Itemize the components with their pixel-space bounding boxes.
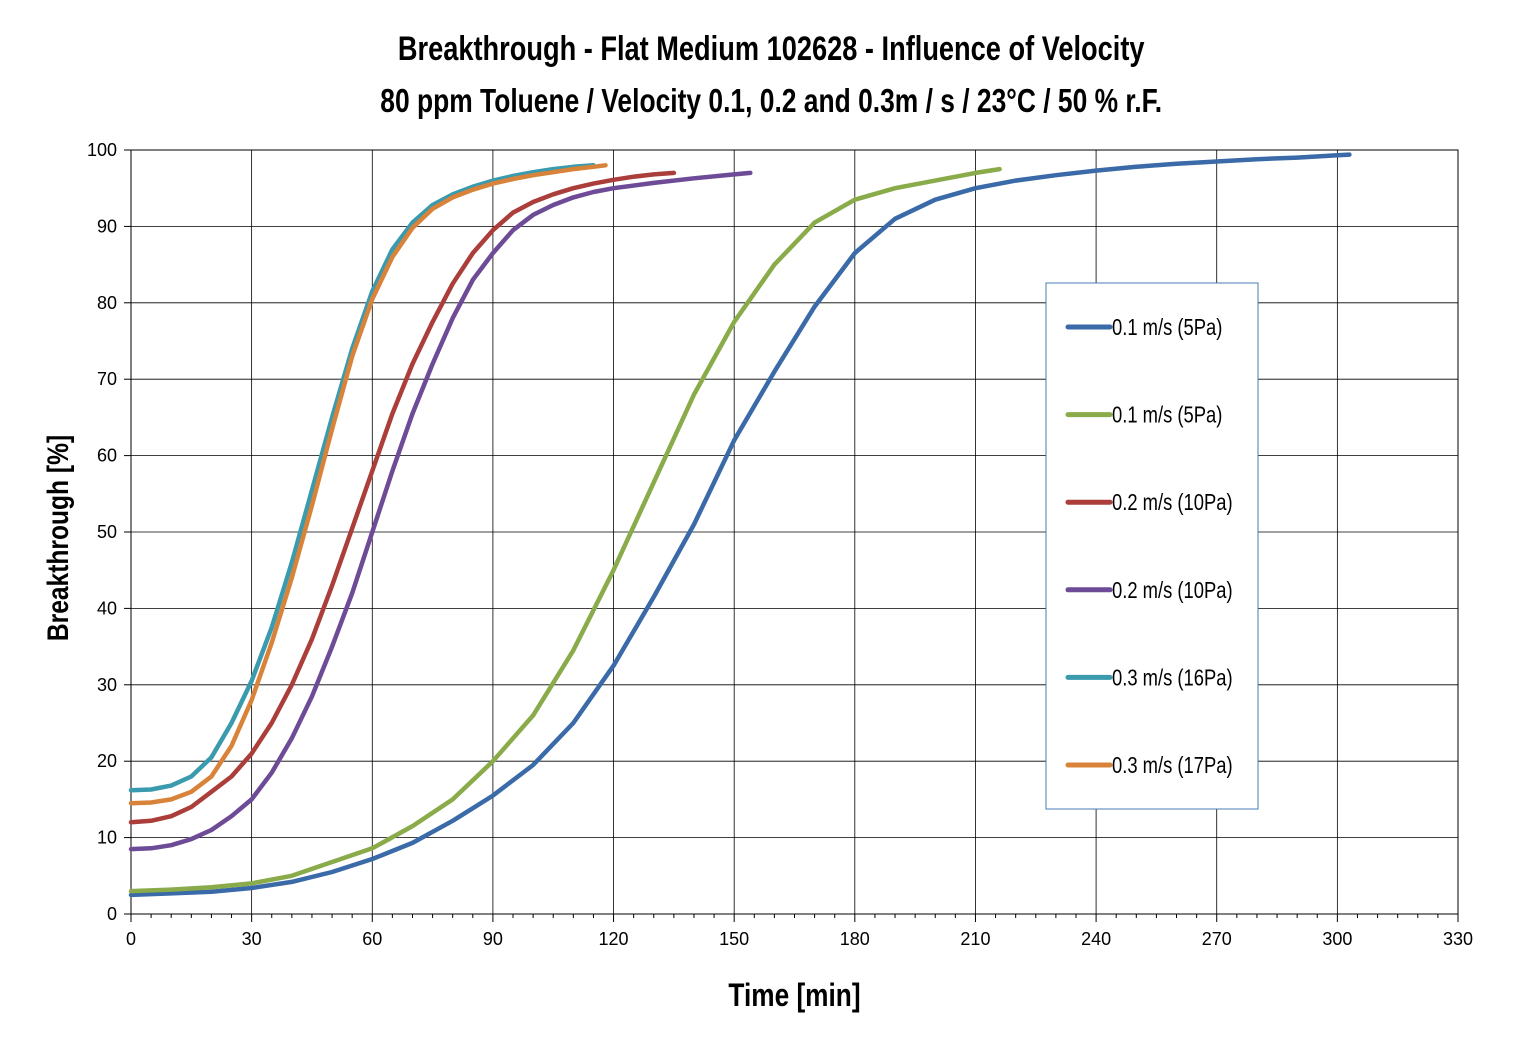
y-tick-label: 30: [97, 675, 117, 695]
x-tick-label: 120: [599, 929, 629, 949]
series-line-5: [128, 163, 596, 793]
x-tick-label: 300: [1322, 929, 1352, 949]
series-line-2: [128, 166, 1002, 894]
series-line-1: [128, 152, 1352, 898]
x-tick-label: 210: [960, 929, 990, 949]
legend-label: 0.1 m/s (5Pa): [1112, 403, 1222, 428]
x-tick-label: 0: [126, 929, 136, 949]
y-tick-label: 100: [87, 140, 117, 160]
x-tick-label: 30: [242, 929, 262, 949]
series-line-4: [128, 170, 753, 852]
y-tick-label: 10: [97, 828, 117, 848]
x-tick-label: 180: [840, 929, 870, 949]
legend-label: 0.2 m/s (10Pa): [1112, 490, 1233, 515]
series-line-3: [128, 170, 677, 825]
x-tick-label: 330: [1443, 929, 1473, 949]
x-tick-label: 240: [1081, 929, 1111, 949]
y-tick-label: 60: [97, 446, 117, 466]
y-tick-label: 40: [97, 598, 117, 618]
y-tick-label: 80: [97, 293, 117, 313]
legend-label: 0.2 m/s (10Pa): [1112, 578, 1233, 603]
chart-title: Breakthrough - Flat Medium 102628 - Infl…: [397, 30, 1145, 68]
x-tick-label: 60: [362, 929, 382, 949]
y-tick-label: 90: [97, 216, 117, 236]
legend-label: 0.3 m/s (17Pa): [1112, 753, 1233, 778]
y-axis-label: Breakthrough [%]: [41, 435, 75, 641]
x-axis-label: Time [min]: [728, 979, 860, 1014]
x-tick-label: 150: [719, 929, 749, 949]
legend-box: [1045, 282, 1259, 810]
x-tick-label: 270: [1202, 929, 1232, 949]
y-tick-label: 20: [97, 751, 117, 771]
x-tick-label: 90: [483, 929, 503, 949]
y-tick-label: 0: [107, 904, 117, 924]
y-tick-label: 70: [97, 369, 117, 389]
legend-label: 0.1 m/s (5Pa): [1112, 315, 1222, 340]
series-line-6: [128, 163, 608, 806]
chart-subtitle: 80 ppm Toluene / Velocity 0.1, 0.2 and 0…: [380, 82, 1163, 119]
y-tick-label: 50: [97, 522, 117, 542]
legend-label: 0.3 m/s (16Pa): [1112, 666, 1233, 691]
